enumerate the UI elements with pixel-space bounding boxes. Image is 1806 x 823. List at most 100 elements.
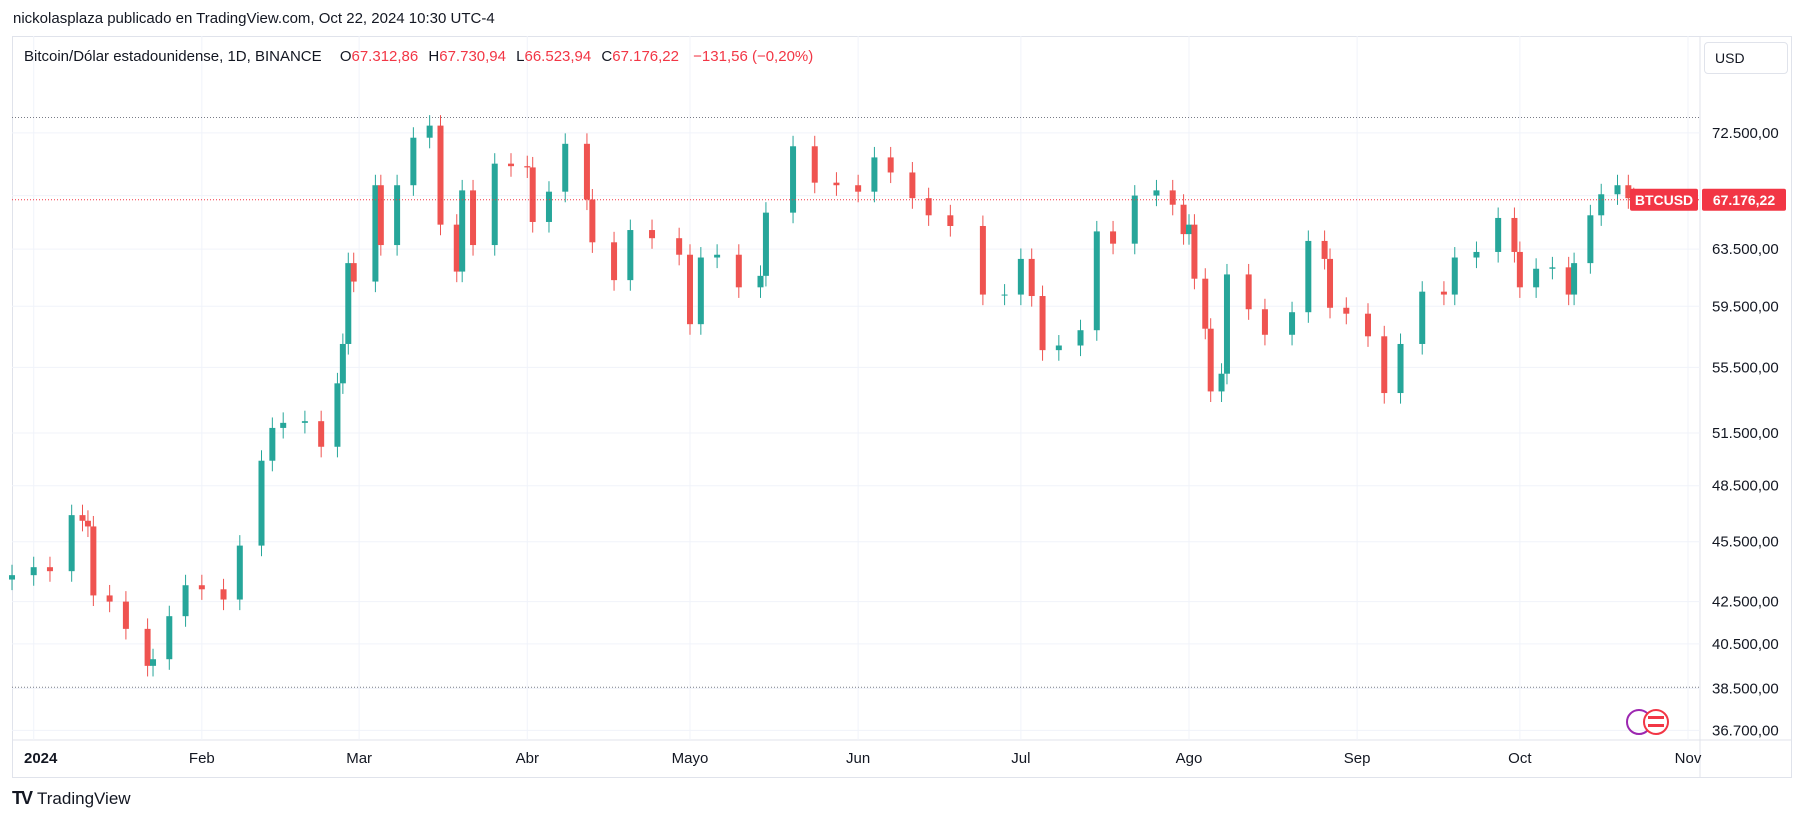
publisher-line: nickolasplaza publicado en TradingView.c… (13, 10, 495, 27)
candle-body (1202, 278, 1209, 329)
x-tick-label: Ago (1176, 750, 1203, 767)
candle-body (150, 659, 157, 666)
candle-body (106, 595, 113, 602)
candle-body (714, 254, 721, 258)
candle-body (508, 163, 515, 167)
candle-body (220, 589, 227, 600)
candle-body (30, 567, 37, 576)
chart-frame (12, 36, 1792, 778)
high-value: 67.730,94 (439, 48, 506, 65)
y-tick-label: 51.500,00 (1712, 425, 1779, 442)
candle-body (122, 601, 129, 629)
candle-body (301, 421, 308, 423)
ticker-tag-label: BTCUSD (1635, 192, 1693, 208)
candle-body (909, 172, 916, 199)
us-flag-stripe-icon (1648, 724, 1664, 727)
candle-body (372, 185, 379, 282)
ticker-tag-box (1630, 188, 1698, 211)
change-value: −131,56 (−0,20%) (693, 48, 814, 65)
candle-body (1419, 291, 1426, 344)
candle-body (318, 421, 325, 447)
tradingview-logo-icon: TV (12, 788, 33, 808)
candle-body (1364, 313, 1371, 337)
candle-body (90, 526, 97, 596)
candle-body (1191, 224, 1198, 279)
candle-body (166, 616, 173, 660)
candle-body (339, 343, 346, 384)
candle-body (350, 263, 357, 282)
candle-body (1207, 328, 1214, 392)
candle-body (1185, 224, 1192, 235)
candle-body (1516, 251, 1523, 288)
candle-body (1245, 274, 1252, 310)
candle-body (1180, 204, 1187, 235)
x-tick-label: Abr (516, 750, 539, 767)
price-tag-label: 67.176,22 (1713, 192, 1775, 208)
candle-body (345, 263, 352, 344)
candle-body (735, 254, 742, 288)
candle-body (377, 185, 384, 246)
x-tick-label: Nov (1675, 750, 1702, 767)
candle-body (757, 275, 764, 288)
x-tick-label: 2024 (24, 750, 58, 767)
x-tick-label: Mayo (672, 750, 709, 767)
candle-body (1511, 217, 1518, 252)
x-tick-label: Jul (1011, 750, 1030, 767)
ohlc-legend: Bitcoin/Dólar estadounidense, 1D, BINANC… (24, 48, 813, 65)
footer-brand-row[interactable]: TV TradingView (12, 788, 131, 809)
low-label: L (516, 48, 525, 65)
candle-body (855, 185, 862, 192)
candle-body (1001, 294, 1008, 296)
candle-body (459, 190, 466, 272)
candle-body (1305, 240, 1312, 313)
y-tick-label: 63.500,00 (1712, 241, 1779, 258)
x-tick-label: Mar (346, 750, 372, 767)
candle-body (1110, 231, 1117, 244)
candle-body (334, 383, 341, 447)
y-tick-label: 59.500,00 (1712, 298, 1779, 315)
currency-button[interactable]: USD (1704, 42, 1788, 74)
candle-body (280, 422, 287, 428)
candle-body (144, 628, 151, 666)
candle-body (583, 143, 590, 200)
candle-body (84, 520, 91, 527)
low-value: 66.523,94 (524, 48, 592, 65)
x-tick-label: Jun (846, 750, 870, 767)
y-tick-label: 72.500,00 (1712, 125, 1779, 142)
candle-body (697, 257, 704, 325)
candle-body (1131, 195, 1138, 244)
candle-body (182, 585, 189, 617)
y-tick-label: 36.700,00 (1712, 722, 1779, 739)
candle-body (1381, 336, 1388, 394)
candle-body (686, 254, 693, 325)
candle-body (1017, 258, 1024, 295)
candle-body (1495, 217, 1502, 252)
candle-body (1289, 312, 1296, 335)
y-tick-label: 48.500,00 (1712, 478, 1779, 495)
candle-body (1028, 258, 1035, 297)
candle-body (410, 137, 417, 186)
candle-body (676, 238, 683, 255)
us-flag-icon (1643, 709, 1669, 735)
candle-body (833, 182, 840, 186)
candle-body (1614, 185, 1621, 195)
candle-body (1169, 190, 1176, 205)
candle-body (887, 157, 894, 173)
candle-body (258, 460, 265, 546)
open-label: O (339, 48, 352, 65)
candle-body (79, 515, 86, 521)
x-tick-label: Feb (189, 750, 215, 767)
candle-body (9, 575, 15, 580)
candle-body (470, 190, 477, 246)
candle-body (269, 427, 276, 461)
candle-body (811, 146, 818, 183)
candle-body (611, 242, 618, 281)
symbol-title[interactable]: Bitcoin/Dólar estadounidense, 1D, BINANC… (24, 48, 322, 65)
candle-body (529, 167, 536, 222)
close-label: C (601, 48, 613, 65)
footer-brand-name: TradingView (37, 788, 131, 808)
candle-body (46, 567, 53, 572)
y-tick-label: 40.500,00 (1712, 636, 1779, 653)
candle-body (491, 163, 498, 246)
